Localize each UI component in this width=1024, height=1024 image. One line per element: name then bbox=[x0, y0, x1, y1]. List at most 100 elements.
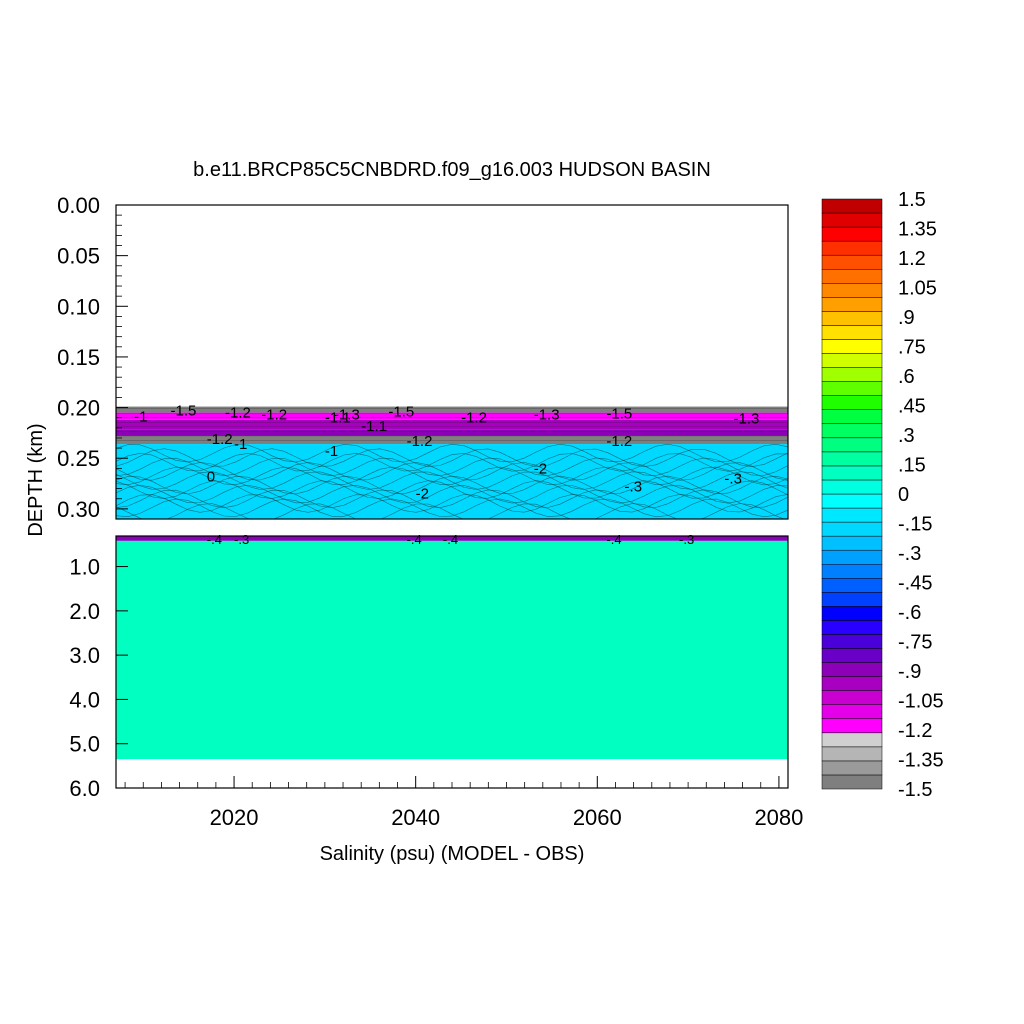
upper-band-1 bbox=[116, 412, 788, 420]
colorbar-swatch bbox=[821, 339, 883, 354]
upper-contour-line bbox=[116, 484, 788, 504]
y-tick-label: 6.0 bbox=[69, 776, 100, 801]
colorbar-swatch bbox=[821, 662, 883, 677]
colorbar-swatch bbox=[821, 620, 883, 635]
colorbar-tick-label: .9 bbox=[898, 307, 915, 329]
colorbar-swatch bbox=[821, 732, 883, 748]
colorbar-swatch bbox=[821, 493, 883, 509]
contour-label: -1.5 bbox=[170, 403, 196, 420]
colorbar-swatch bbox=[821, 283, 883, 298]
colorbar-swatch bbox=[821, 549, 883, 565]
colorbar-swatch bbox=[821, 563, 883, 579]
contour-label: -2 bbox=[534, 460, 547, 477]
lower-panel-field bbox=[116, 536, 788, 760]
colorbar-tick-label: 1.05 bbox=[898, 278, 937, 300]
contour-label: -.4 bbox=[606, 532, 621, 547]
x-tick-label: 2040 bbox=[391, 805, 440, 830]
lower-panel: -.4 -.3 -.4 -.4 -.4 -.3 1.0 2.0 3.0 4.0 5.0 6.0 20… bbox=[69, 532, 803, 830]
contour-label: -.4 bbox=[407, 532, 422, 547]
contour-label: -1.2 bbox=[461, 410, 487, 427]
upper-panel-frame bbox=[115, 204, 789, 520]
contour-label: -1.5 bbox=[606, 406, 632, 423]
y-tick-label: 3.0 bbox=[69, 643, 100, 668]
colorbar-swatches bbox=[821, 198, 883, 790]
contour-label: 0 bbox=[207, 468, 215, 485]
colorbar-tick-label: -1.05 bbox=[898, 691, 944, 713]
colorbar-swatch bbox=[821, 479, 883, 495]
colorbar-tick-label: -.9 bbox=[898, 661, 921, 683]
colorbar-swatch bbox=[821, 746, 883, 762]
contour-label: -1.3 bbox=[334, 407, 360, 424]
upper-contour-line bbox=[116, 493, 788, 513]
x-axis-label: Salinity (psu) (MODEL - OBS) bbox=[320, 843, 585, 865]
colorbar-swatch bbox=[821, 578, 883, 593]
colorbar-tick-label: -.75 bbox=[898, 632, 932, 654]
contour-label: -1.3 bbox=[734, 411, 760, 428]
colorbar-swatch bbox=[821, 676, 883, 691]
upper-contour-line bbox=[116, 480, 788, 499]
contour-label: -1.2 bbox=[207, 431, 233, 448]
lower-band-1 bbox=[116, 540, 788, 760]
y-tick-label: 1.0 bbox=[69, 555, 100, 580]
colorbar-swatch bbox=[821, 268, 883, 284]
colorbar-tick-label: .75 bbox=[898, 337, 926, 359]
contour-label: -.4 bbox=[207, 532, 222, 547]
colorbar-tick-label: .3 bbox=[898, 425, 915, 447]
contour-label: -1.1 bbox=[361, 418, 387, 435]
upper-contour-line bbox=[116, 498, 788, 518]
upper-panel-field bbox=[116, 406, 788, 519]
colorbar-tick-label: -.6 bbox=[898, 602, 921, 624]
colorbar-tick-label: -.45 bbox=[898, 573, 932, 595]
colorbar-swatch bbox=[821, 760, 883, 776]
colorbar-tick-label: .15 bbox=[898, 455, 926, 477]
y-axis-label: DEPTH (km) bbox=[25, 423, 47, 536]
x-tick-label: 2080 bbox=[754, 805, 803, 830]
y-tick-label: 0.05 bbox=[57, 244, 100, 269]
colorbar-labels: 1.5 1.35 1.2 1.05 .9 .75 .6 .45 .3 .15 0 -.15 -.3 -.4… bbox=[898, 189, 944, 801]
upper-panel: -1.5-1 -1.2 -1.2 -1.1-1.3 -1.5-1.1 -1.2 -1.3 -1… bbox=[57, 193, 789, 522]
upper-contour-line bbox=[116, 457, 788, 477]
colorbar-swatch bbox=[821, 634, 883, 649]
contour-label: -1.2 bbox=[225, 405, 251, 422]
y-tick-label: 0.15 bbox=[57, 345, 100, 370]
y-tick-label: 0.00 bbox=[57, 193, 100, 218]
colorbar-swatch bbox=[821, 381, 883, 396]
y-tick-label: 4.0 bbox=[69, 687, 100, 712]
upper-contour-labels: -1.5-1 -1.2 -1.2 -1.1-1.3 -1.5-1.1 -1.2 -1.3 -1… bbox=[134, 403, 759, 503]
colorbar-swatch bbox=[821, 367, 883, 382]
colorbar-tick-label: -1.2 bbox=[898, 720, 932, 742]
contour-label: -.3 bbox=[234, 532, 249, 547]
colorbar-swatch bbox=[821, 240, 883, 256]
colorbar-tick-label: -.3 bbox=[898, 543, 921, 565]
lower-y-axis: 1.0 2.0 3.0 4.0 5.0 6.0 bbox=[69, 555, 128, 801]
contour-label: -.3 bbox=[724, 470, 742, 487]
colorbar-swatch bbox=[821, 198, 883, 214]
upper-contour-line bbox=[116, 489, 788, 509]
contour-label: -.3 bbox=[679, 532, 694, 547]
colorbar-swatch bbox=[821, 648, 883, 663]
y-tick-label: 0.10 bbox=[57, 294, 100, 319]
upper-band-0 bbox=[116, 406, 788, 413]
colorbar-swatch bbox=[821, 297, 883, 312]
contour-label: -1.2 bbox=[407, 433, 433, 450]
colorbar-swatch bbox=[821, 606, 883, 621]
colorbar-swatch bbox=[821, 521, 883, 537]
colorbar-tick-label: -1.5 bbox=[898, 779, 932, 801]
colorbar-swatch bbox=[821, 507, 883, 523]
x-axis: 2020 2040 2060 2080 bbox=[124, 776, 803, 830]
y-tick-label: 5.0 bbox=[69, 732, 100, 757]
upper-contour-line bbox=[116, 443, 788, 463]
colorbar-swatch bbox=[821, 592, 883, 607]
upper-contour-line bbox=[116, 475, 788, 495]
contour-label: -1.2 bbox=[606, 433, 632, 450]
colorbar-swatch bbox=[821, 704, 883, 720]
contour-label: -1 bbox=[134, 409, 147, 426]
colorbar: 1.5 1.35 1.2 1.05 .9 .75 .6 .45 .3 .15 0 -.15 -.3 -.4… bbox=[821, 189, 944, 801]
upper-band-4 bbox=[116, 435, 788, 445]
colorbar-swatch bbox=[821, 325, 883, 340]
colorbar-tick-label: .6 bbox=[898, 366, 915, 388]
contour-label: -.3 bbox=[625, 479, 643, 496]
contour-label: -1 bbox=[234, 436, 247, 453]
contour-label: -2 bbox=[416, 486, 429, 503]
